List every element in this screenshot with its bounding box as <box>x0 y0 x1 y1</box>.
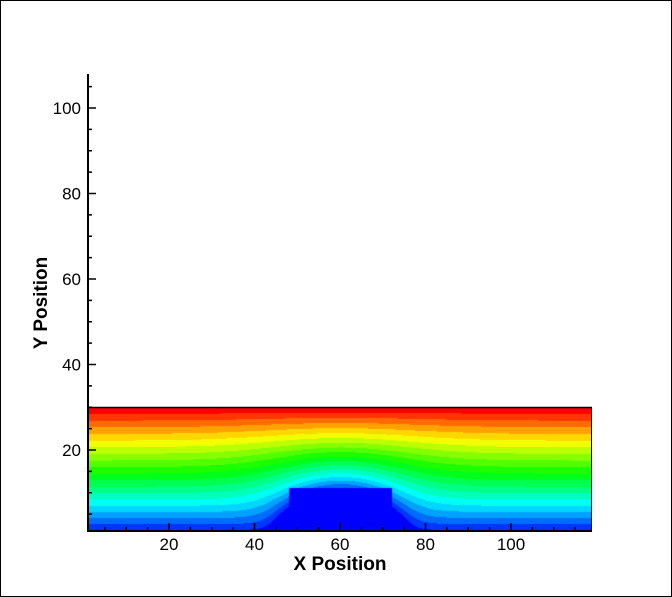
y-tick-label: 20 <box>62 441 81 460</box>
y-tick-label: 40 <box>62 356 81 375</box>
x-tick-label: 100 <box>497 535 525 554</box>
x-tick-label: 20 <box>160 535 179 554</box>
y-axis-title: Y Position <box>31 257 52 350</box>
x-tick-label: 60 <box>331 535 350 554</box>
y-tick-label: 60 <box>62 270 81 289</box>
x-tick-label: 40 <box>245 535 264 554</box>
y-tick-label: 100 <box>53 99 81 118</box>
x-axis-title: X Position <box>294 554 387 575</box>
y-tick-label: 80 <box>62 185 81 204</box>
x-tick-label: 80 <box>416 535 435 554</box>
contour-field <box>88 407 592 531</box>
